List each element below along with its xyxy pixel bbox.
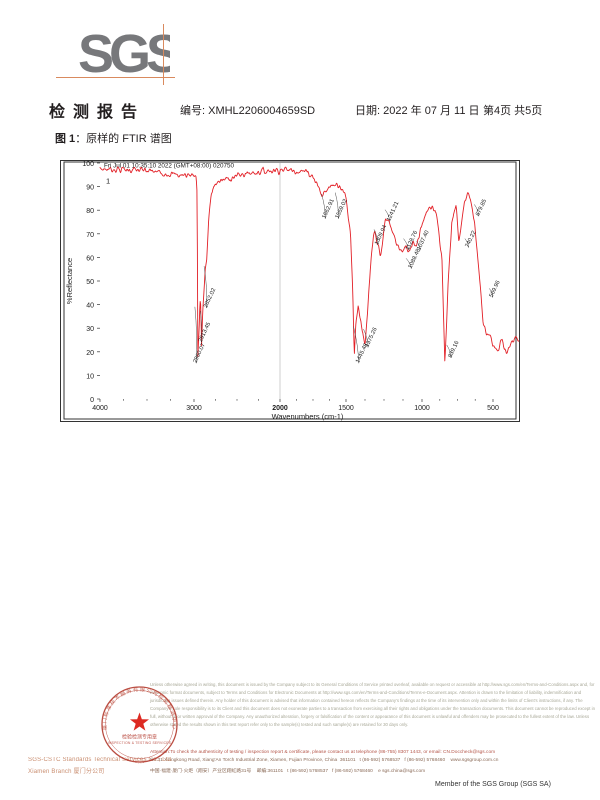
svg-text:2913.45: 2913.45 <box>198 322 212 344</box>
svg-text:检验检测专用章: 检验检测专用章 <box>121 734 156 741</box>
svg-text:4000: 4000 <box>92 405 108 412</box>
svg-text:SGS: SGS <box>78 24 170 84</box>
svg-text:3000: 3000 <box>186 405 202 412</box>
svg-text:40: 40 <box>86 303 94 310</box>
svg-text:%Reflectance: %Reflectance <box>65 258 74 304</box>
svg-text:2000: 2000 <box>272 405 288 412</box>
svg-text:2852.02: 2852.02 <box>203 287 217 309</box>
svg-text:20: 20 <box>86 350 94 357</box>
svg-text:60: 60 <box>86 255 94 262</box>
svg-text:80: 80 <box>86 208 94 215</box>
svg-text:500: 500 <box>487 405 499 412</box>
svg-text:100: 100 <box>82 161 94 168</box>
svg-text:70: 70 <box>86 232 94 239</box>
svg-text:1662.91: 1662.91 <box>322 198 336 220</box>
svg-text:2960.07: 2960.07 <box>193 343 207 365</box>
svg-text:1559.02: 1559.02 <box>335 198 349 220</box>
svg-text:1000: 1000 <box>414 405 430 412</box>
svg-text:50: 50 <box>86 279 94 286</box>
svg-text:30: 30 <box>86 326 94 333</box>
svg-text:90: 90 <box>86 185 94 192</box>
svg-text:1: 1 <box>106 177 110 186</box>
svg-text:679.85: 679.85 <box>475 199 488 218</box>
svg-text:0: 0 <box>90 397 94 404</box>
svg-text:INSPECTION & TESTING SERVICES: INSPECTION & TESTING SERVICES <box>107 741 171 745</box>
svg-text:1500: 1500 <box>338 405 354 412</box>
svg-text:839.16: 839.16 <box>448 340 461 359</box>
svg-text:569.96: 569.96 <box>489 280 502 299</box>
svg-text:10: 10 <box>86 373 94 380</box>
svg-text:Wavenumbers (cm-1): Wavenumbers (cm-1) <box>272 412 344 421</box>
svg-text:1241.21: 1241.21 <box>386 201 400 223</box>
